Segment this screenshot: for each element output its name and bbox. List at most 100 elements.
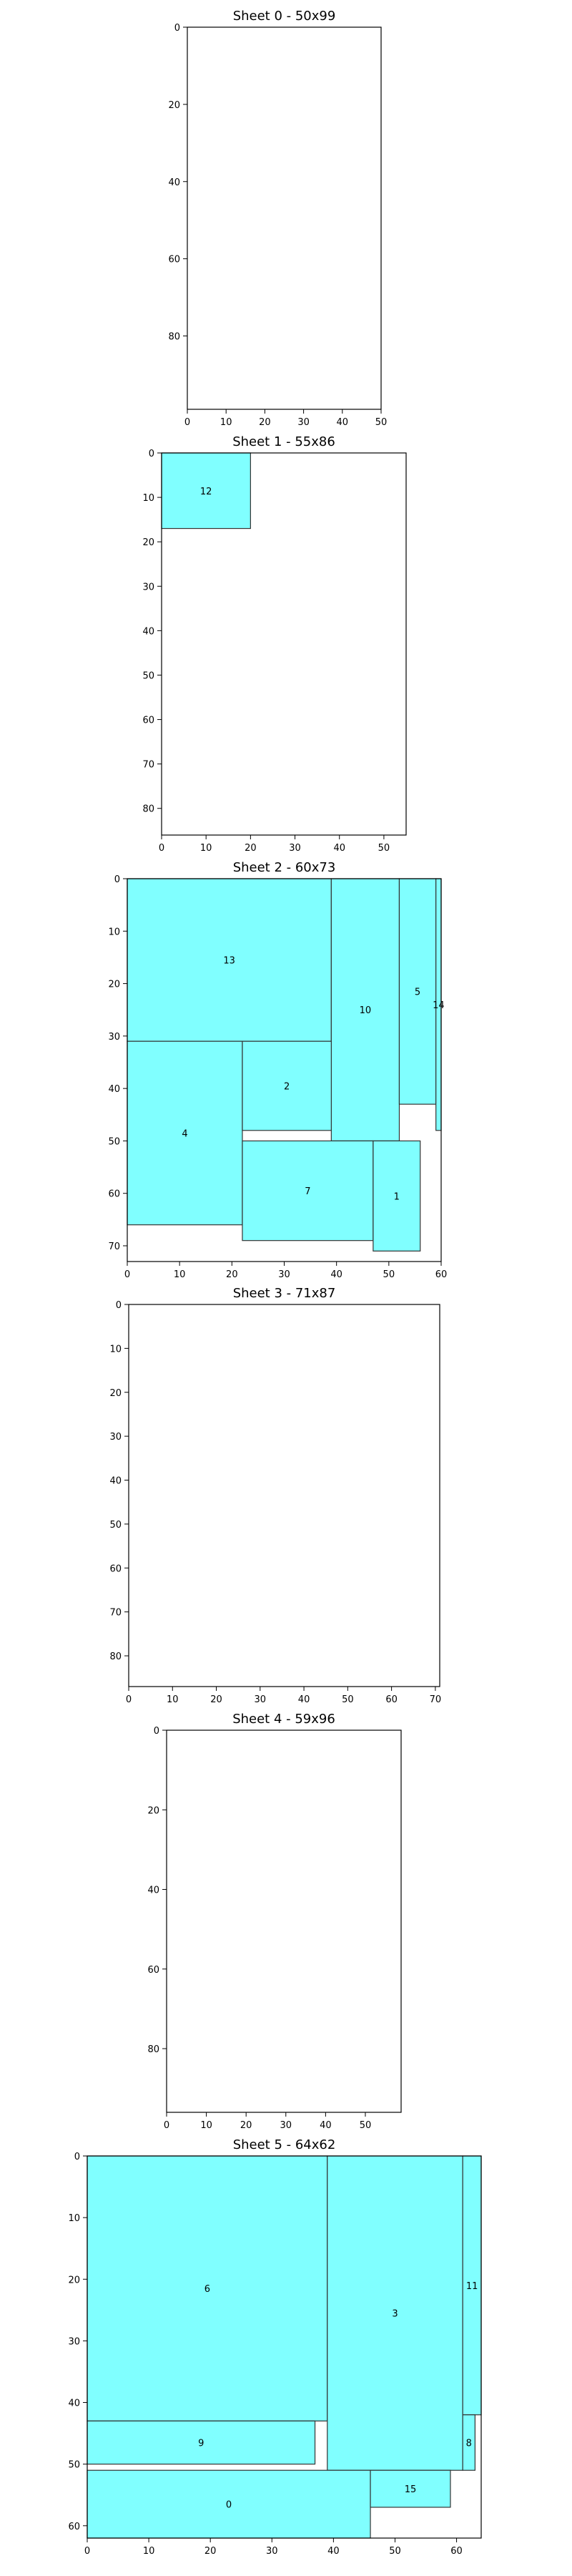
y-tick-label: 20 <box>68 2275 80 2285</box>
x-tick-label: 40 <box>320 2120 332 2131</box>
axes-frame <box>128 1304 440 1687</box>
y-tick-label: 40 <box>147 1885 159 1896</box>
sheet-title: Sheet 1 - 55x86 <box>232 434 335 449</box>
x-tick-label: 40 <box>298 1694 310 1705</box>
piece-rect <box>87 2420 316 2465</box>
x-tick-label: 10 <box>220 417 232 428</box>
y-tick-label: 0 <box>74 2152 80 2162</box>
x-tick-label: 0 <box>184 417 190 428</box>
y-tick-label: 60 <box>142 716 154 726</box>
y-tick-label: 70 <box>108 1241 120 1252</box>
piece-rect <box>242 1140 374 1241</box>
sheet-panel-5: Sheet 5 - 64x62 6 3 11 9 8 0 15 0 10 20 30 40 50 60 0 10… <box>68 2137 482 2557</box>
piece-label: 4 <box>182 1128 187 1139</box>
x-tick-label: 60 <box>385 1694 398 1705</box>
x-tick-label: 20 <box>245 843 257 854</box>
y-tick-label: 60 <box>68 2522 80 2532</box>
sheet-panel-4: Sheet 4 - 59x96 0 10 20 30 40 50 0 20 40 60 80 <box>147 1712 402 2131</box>
x-tick-label: 10 <box>167 1694 179 1705</box>
y-tick-label: 20 <box>147 1805 159 1816</box>
x-tick-label: 20 <box>210 1694 222 1705</box>
piece-rect <box>373 1140 421 1252</box>
piece-label: 13 <box>223 956 235 967</box>
sheet-title: Sheet 4 - 59x96 <box>232 1712 335 1727</box>
piece-label: 6 <box>204 2284 210 2295</box>
piece-rect <box>370 2469 451 2508</box>
x-tick-label: 30 <box>278 1269 290 1280</box>
x-tick-label: 0 <box>159 843 164 854</box>
piece-label: 12 <box>200 487 212 497</box>
x-tick-label: 20 <box>259 417 271 428</box>
x-tick-label: 0 <box>126 1694 132 1705</box>
sheet-panel-0: Sheet 0 - 50x99 0 10 20 30 40 50 0 20 40 60 80 <box>168 9 387 428</box>
y-tick-label: 50 <box>68 2460 80 2471</box>
x-tick-label: 40 <box>330 1269 342 1280</box>
piece-rect <box>462 2414 475 2471</box>
y-tick-label: 60 <box>147 1965 159 1976</box>
piece-rect <box>161 452 251 530</box>
y-tick-label: 0 <box>114 874 120 885</box>
x-tick-label: 0 <box>164 2120 169 2131</box>
y-tick-label: 70 <box>142 760 154 771</box>
piece-rect <box>330 878 400 1142</box>
y-tick-label: 20 <box>142 537 154 548</box>
y-tick-label: 10 <box>108 927 120 937</box>
piece-label: 5 <box>415 987 420 998</box>
x-tick-label: 30 <box>289 843 301 854</box>
x-tick-label: 20 <box>240 2120 252 2131</box>
piece-rect <box>327 2155 463 2471</box>
y-tick-label: 40 <box>68 2399 80 2409</box>
x-tick-label: 30 <box>297 417 310 428</box>
x-tick-label: 10 <box>200 843 212 854</box>
x-tick-label: 60 <box>450 2546 463 2557</box>
piece-rect <box>127 878 332 1042</box>
x-tick-label: 0 <box>84 2546 90 2557</box>
sheet-title: Sheet 5 - 64x62 <box>233 2137 336 2152</box>
y-tick-label: 50 <box>108 1136 120 1147</box>
sheet-title: Sheet 3 - 71x87 <box>233 1286 336 1301</box>
y-tick-label: 60 <box>108 1189 120 1200</box>
y-tick-label: 0 <box>154 1726 159 1737</box>
axes-frame <box>87 2155 482 2539</box>
axes-frame <box>187 26 382 410</box>
y-tick-label: 30 <box>68 2336 80 2347</box>
x-tick-label: 50 <box>383 1269 395 1280</box>
y-tick-label: 20 <box>108 980 120 990</box>
y-tick-label: 50 <box>142 670 154 681</box>
piece-label: 10 <box>360 1005 372 1016</box>
y-tick-label: 70 <box>109 1608 122 1619</box>
x-tick-label: 30 <box>280 2120 292 2131</box>
x-tick-label: 40 <box>337 417 349 428</box>
y-tick-label: 0 <box>116 1300 122 1311</box>
y-tick-label: 20 <box>109 1388 122 1399</box>
sheet-panel-1: Sheet 1 - 55x86 12 0 10 20 30 40 50 0 10 20 30 40 50 6… <box>142 434 407 854</box>
y-tick-label: 80 <box>168 332 180 343</box>
piece-label: 14 <box>433 1000 445 1011</box>
piece-label: 7 <box>305 1186 310 1197</box>
x-tick-label: 30 <box>266 2546 278 2557</box>
x-tick-label: 40 <box>333 843 345 854</box>
piece-label: 2 <box>284 1081 290 1092</box>
x-tick-label: 60 <box>435 1269 448 1280</box>
x-tick-label: 20 <box>204 2546 217 2557</box>
piece-label: 11 <box>466 2281 478 2292</box>
x-tick-label: 10 <box>143 2546 155 2557</box>
x-tick-label: 40 <box>327 2546 340 2557</box>
piece-rect <box>242 1040 332 1131</box>
piece-label: 3 <box>392 2309 398 2320</box>
x-tick-label: 50 <box>375 417 388 428</box>
x-tick-label: 20 <box>226 1269 238 1280</box>
y-tick-label: 30 <box>109 1432 122 1443</box>
axes-frame <box>166 1729 402 2113</box>
piece-label: 0 <box>226 2500 232 2511</box>
y-tick-label: 0 <box>149 449 154 459</box>
x-tick-label: 70 <box>430 1694 442 1705</box>
piece-label: 1 <box>394 1191 400 1202</box>
x-tick-label: 0 <box>124 1269 130 1280</box>
y-tick-label: 60 <box>109 1563 122 1574</box>
x-tick-label: 10 <box>200 2120 212 2131</box>
sheet-panel-3: Sheet 3 - 71x87 0 10 20 30 40 50 60 70 0 10 20 30 40 5… <box>109 1286 441 1705</box>
y-tick-label: 60 <box>168 255 180 265</box>
axes-frame <box>161 452 407 836</box>
